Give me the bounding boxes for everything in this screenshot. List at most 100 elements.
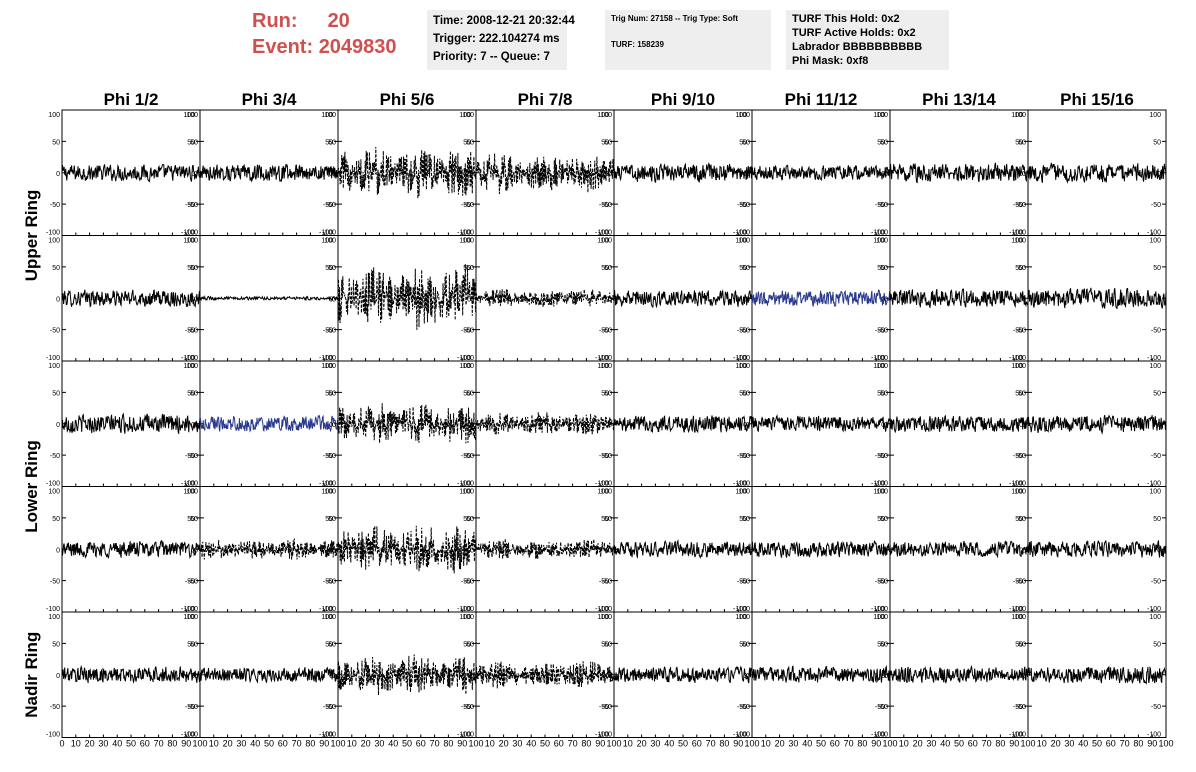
panel-r5-c7: 100 100 50 50 0 0 -50 -50 -100 -100: [874, 611, 1029, 739]
y-tick-label-right: -50: [1151, 328, 1161, 335]
trigger-text: Trigger: 222.104274 ms: [433, 33, 560, 45]
waveform-trace: [751, 664, 891, 684]
y-tick-label-left: -50: [740, 328, 750, 335]
y-tick-label-right: 100: [321, 238, 333, 245]
run-value: 20: [327, 10, 350, 32]
y-tick-label-left: -100: [736, 606, 750, 613]
y-tick-label-right: -100: [595, 481, 609, 488]
y-tick-label-left: 50: [604, 641, 612, 648]
x-tick-label: 30: [926, 739, 936, 749]
y-tick-label-left: -50: [602, 704, 612, 711]
time-trigger-panel: Time: 2008-12-21 20:32:44 Trigger: 222.1…: [427, 10, 575, 70]
y-tick-label-right: 50: [601, 139, 609, 146]
x-tick-label: 50: [954, 739, 964, 749]
y-tick-label-left: 50: [742, 139, 750, 146]
panel-r4-c7: 100 100 50 50 0 0 -50 -50 -100 -100: [874, 486, 1029, 613]
x-tick-label: 40: [112, 739, 122, 749]
y-tick-label-right: 50: [463, 390, 471, 397]
y-tick-label-left: 100: [600, 363, 612, 370]
x-tick-label: 70: [430, 739, 440, 749]
y-tick-label-right: 50: [325, 641, 333, 648]
y-tick-label-right: 100: [321, 614, 333, 621]
trig-num-text: Trig Num: 27158 -- Trig Type: Soft: [611, 14, 738, 23]
y-tick-label-right: 100: [1011, 614, 1023, 621]
waveform-trace: [337, 654, 477, 696]
y-tick-label-right: -50: [461, 579, 471, 586]
y-tick-label-left: 100: [48, 112, 60, 119]
y-tick-label-right: -100: [1147, 732, 1161, 739]
x-tick-label: 50: [678, 739, 688, 749]
y-tick-label-left: -100: [184, 732, 198, 739]
y-tick-label-left: 50: [328, 516, 336, 523]
y-tick-label-left: 50: [1018, 139, 1026, 146]
x-tick-label: 10: [485, 739, 495, 749]
waveform-trace: [1027, 414, 1167, 435]
x-tick-label: 70: [982, 739, 992, 749]
y-tick-label-left: 50: [742, 516, 750, 523]
y-tick-label-right: 50: [739, 390, 747, 397]
y-tick-label-right: 50: [739, 265, 747, 272]
y-tick-label-right: 100: [1011, 363, 1023, 370]
y-tick-label-right: -100: [319, 481, 333, 488]
y-tick-label-left: 50: [604, 139, 612, 146]
y-tick-label-left: -50: [50, 453, 60, 460]
y-tick-label-left: 100: [600, 238, 612, 245]
waveform-trace: [199, 414, 339, 433]
x-tick-label: 40: [526, 739, 536, 749]
y-tick-label-left: 100: [738, 238, 750, 245]
y-tick-label-left: 100: [876, 238, 888, 245]
column-header-6: Phi 11/12: [785, 90, 858, 109]
waveform-trace: [61, 539, 201, 560]
y-tick-label-left: -100: [460, 606, 474, 613]
waveform-trace: [751, 289, 891, 307]
panel-r3-c5: 100 100 50 50 0 0 -50 -50 -100 -100: [598, 360, 753, 488]
x-tick-label: 80: [305, 739, 315, 749]
x-tick-label: 60: [830, 739, 840, 749]
y-tick-label-left: -100: [46, 606, 60, 613]
y-tick-label-right: 100: [183, 614, 195, 621]
y-tick-label-left: 0: [56, 171, 60, 178]
y-tick-label-left: -50: [878, 453, 888, 460]
y-tick-label-right: 100: [321, 489, 333, 496]
panel-r3-c6: 100 100 50 50 0 0 -50 -50 -100 -100: [736, 360, 891, 488]
y-tick-label-right: -50: [1013, 328, 1023, 335]
y-tick-label-left: -50: [326, 453, 336, 460]
y-tick-label-left: -100: [184, 355, 198, 362]
y-tick-label-right: 100: [1149, 238, 1161, 245]
column-header-4: Phi 7/8: [518, 90, 573, 109]
y-tick-label-left: 50: [190, 516, 198, 523]
y-tick-label-left: 100: [48, 238, 60, 245]
y-tick-label-right: 100: [873, 363, 885, 370]
y-tick-label-right: -100: [1147, 230, 1161, 237]
y-tick-label-right: 50: [463, 265, 471, 272]
event-label: Event:: [252, 36, 314, 58]
y-tick-label-left: -100: [1012, 606, 1026, 613]
y-tick-label-right: 50: [739, 641, 747, 648]
y-tick-label-left: -50: [326, 202, 336, 209]
y-tick-label-right: 50: [1015, 390, 1023, 397]
y-tick-label-right: -100: [181, 732, 195, 739]
y-tick-label-left: 0: [332, 673, 336, 680]
y-tick-label-left: -50: [878, 579, 888, 586]
phi-mask-text: Phi Mask: 0xf8: [792, 55, 869, 67]
y-tick-label-left: 50: [1018, 390, 1026, 397]
y-tick-label-right: 50: [1015, 641, 1023, 648]
y-tick-label-left: -50: [188, 328, 198, 335]
y-tick-label-left: -100: [874, 481, 888, 488]
y-tick-label-right: -100: [181, 230, 195, 237]
y-tick-label-left: 100: [186, 489, 198, 496]
y-tick-label-left: 100: [324, 112, 336, 119]
x-tick-label: 70: [292, 739, 302, 749]
y-tick-label-right: 100: [459, 489, 471, 496]
x-tick-label: 40: [1078, 739, 1088, 749]
panel-r2-c3: 100 100 50 50 0 0 -50 -50 -100 -100: [322, 235, 477, 362]
x-tick-label: 20: [1051, 739, 1061, 749]
y-tick-label-left: 0: [470, 673, 474, 680]
y-tick-label-right: 50: [739, 516, 747, 523]
y-tick-label-left: -50: [326, 579, 336, 586]
waveform-trace: [751, 414, 891, 433]
waveform-trace: [337, 403, 477, 444]
y-tick-label-left: -100: [46, 230, 60, 237]
y-tick-label-right: -100: [733, 230, 747, 237]
